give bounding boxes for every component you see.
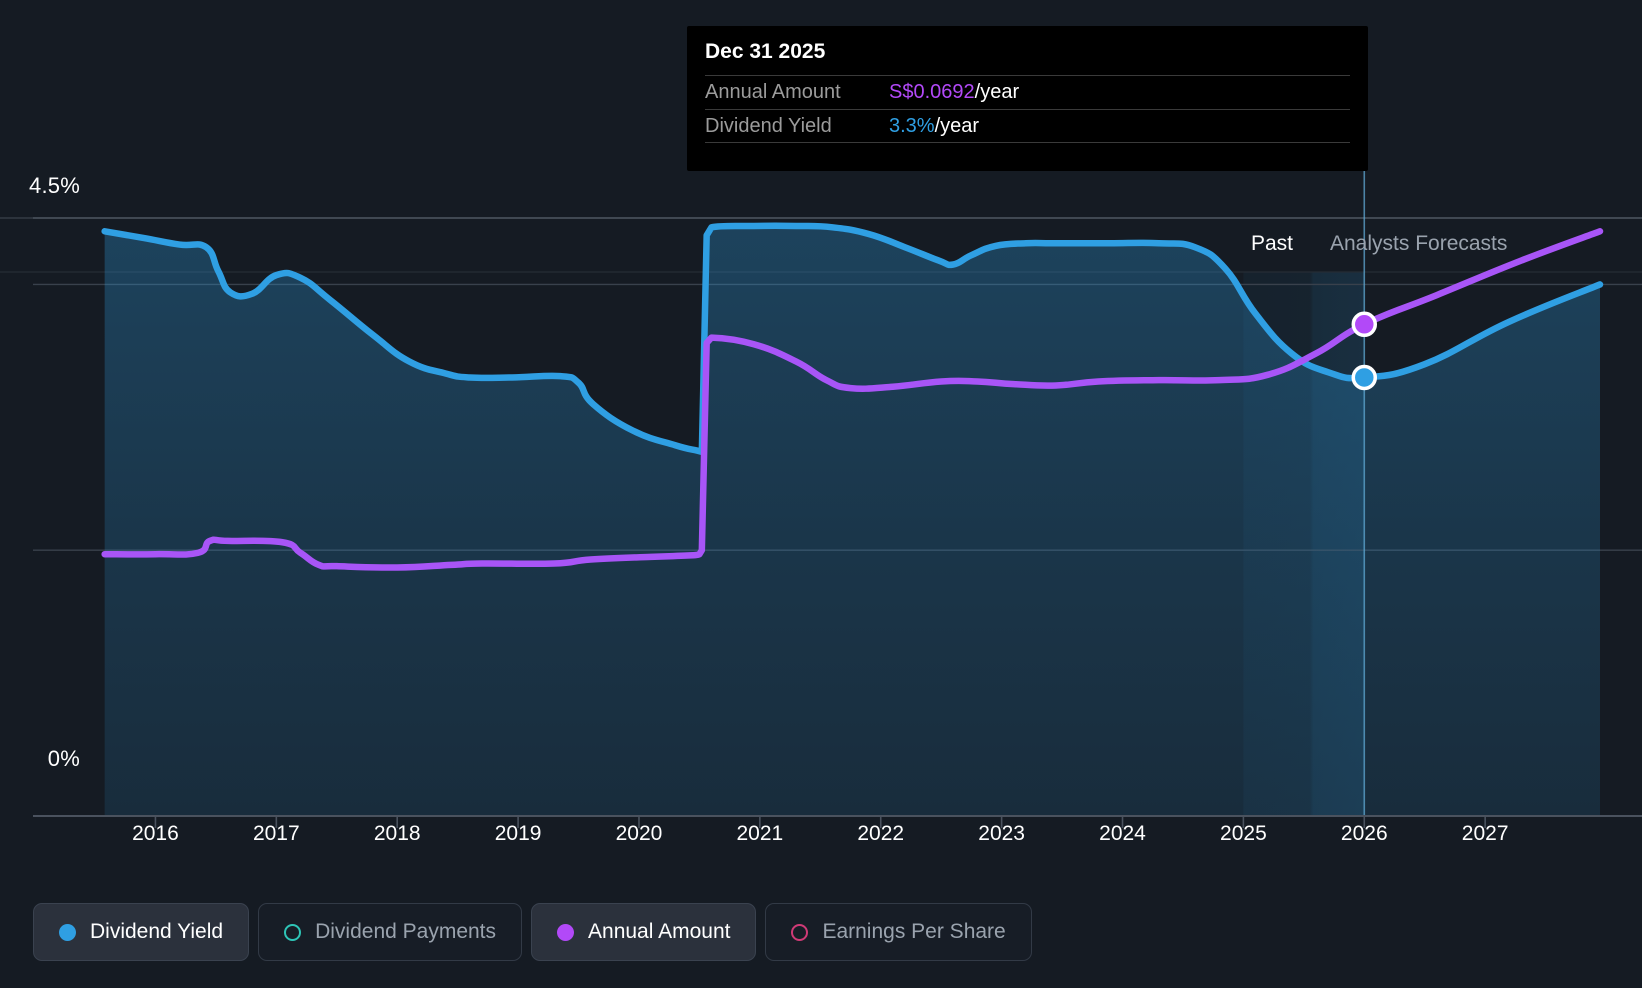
x-axis-label-2017: 2017 — [252, 822, 300, 845]
chart-plot-area: 4.5% 0% Past Analysts Forecasts 2016 2017… — [0, 170, 1642, 845]
annual-amount-line — [101, 228, 1604, 571]
x-axis-label-2020: 2020 — [615, 822, 663, 845]
legend-item-dividend-yield[interactable]: Dividend Yield — [33, 903, 250, 961]
tooltip-amount-accent: S$0.0692 — [889, 81, 975, 103]
past-band-label: Past — [1251, 232, 1294, 255]
tooltip-amount-suffix: /year — [974, 81, 1020, 103]
data-point-marker[interactable] — [1351, 364, 1378, 391]
tooltip-value-dividend-yield: 3.3%/year — [889, 115, 979, 138]
y-axis-label-min: 0% — [47, 746, 80, 771]
tooltip-yield-suffix: /year — [934, 114, 980, 137]
chart-legend[interactable]: Dividend Yield Dividend Payments Annual Am… — [33, 903, 1032, 961]
y-axis-label-max: 4.5% — [29, 173, 80, 198]
dividend-yield-line — [101, 222, 1604, 456]
x-axis-ticks — [154, 816, 1486, 828]
x-axis-label-2022: 2022 — [857, 822, 905, 845]
x-axis-label-2024: 2024 — [1099, 822, 1146, 845]
x-axis-label-2018: 2018 — [373, 822, 421, 845]
legend-marker-icon — [791, 923, 809, 941]
tooltip-row-annual-amount: Annual Amount S$0.0692/year — [705, 75, 1350, 109]
legend-marker-icon — [59, 923, 76, 941]
legend-item-label: Annual Amount — [588, 920, 731, 943]
tooltip-key-dividend-yield: Dividend Yield — [705, 114, 832, 137]
data-point-marker[interactable] — [1351, 311, 1378, 338]
forecast-band-label: Analysts Forecasts — [1330, 232, 1508, 255]
data-point-markers — [1351, 311, 1378, 391]
x-axis-label-2026: 2026 — [1340, 822, 1388, 845]
legend-marker-icon — [284, 923, 302, 941]
x-axis-label-2019: 2019 — [494, 822, 542, 845]
legend-item-label: Dividend Payments — [315, 920, 497, 943]
dividend-yield-area — [104, 225, 1600, 816]
tooltip-row-dividend-yield: Dividend Yield 3.3%/year — [705, 109, 1350, 143]
x-axis-label-2025: 2025 — [1220, 822, 1267, 845]
legend-item-annual-amount[interactable]: Annual Amount — [531, 903, 757, 961]
tooltip-value-annual-amount: S$0.0692/year — [889, 81, 1019, 104]
tooltip-key-annual-amount: Annual Amount — [705, 81, 841, 103]
legend-item-earnings-per-share[interactable]: Earnings Per Share — [765, 903, 1032, 961]
x-axis-label-2021: 2021 — [736, 822, 784, 845]
legend-item-label: Dividend Yield — [90, 920, 224, 943]
legend-marker-icon — [557, 923, 575, 941]
legend-item-dividend-payments[interactable]: Dividend Payments — [258, 903, 523, 961]
chart-svg — [0, 170, 1642, 828]
x-axis-labels: 2016 2017 2018 2019 2020 2021 2022 2023 2024 2025… — [0, 822, 1642, 862]
x-axis-label-2016: 2016 — [132, 822, 179, 845]
tooltip-yield-accent: 3.3% — [889, 114, 935, 137]
chart-tooltip: Dec 31 2025 Annual Amount S$0.0692/year … — [687, 26, 1368, 171]
legend-item-label: Earnings Per Share — [822, 920, 1006, 943]
x-axis-label-2023: 2023 — [978, 822, 1025, 845]
x-axis-label-2027: 2027 — [1461, 822, 1509, 845]
tooltip-date: Dec 31 2025 — [705, 40, 826, 63]
